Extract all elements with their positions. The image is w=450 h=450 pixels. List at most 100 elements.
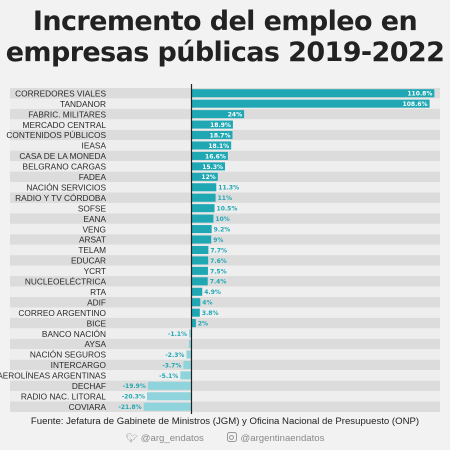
row-stripe (10, 171, 440, 183)
data-label: 11% (218, 195, 232, 202)
bar (191, 141, 232, 150)
data-label: 7.7% (210, 247, 227, 254)
data-label: 4% (202, 300, 212, 307)
row-stripe (10, 370, 440, 381)
row-stripe (10, 255, 440, 266)
bar (191, 287, 203, 296)
category-label: BANCO NACIÓN (42, 329, 106, 339)
category-label: ARSAT (79, 235, 106, 245)
category-label: INTERCARGO (51, 360, 107, 370)
twitter-handle-text: @arg_endatos (140, 433, 204, 444)
category-label: NUCLEOELÉCTRICA (25, 277, 107, 287)
data-label: -1.1% (168, 331, 187, 338)
bar (191, 214, 214, 223)
category-label: DECHAF (72, 381, 106, 391)
row-stripe (10, 234, 440, 245)
category-label: SOFSE (78, 203, 107, 213)
data-label: 4.9% (204, 289, 221, 296)
category-label: YCRT (84, 266, 106, 276)
data-label: -19.9% (123, 383, 146, 390)
bar (147, 392, 192, 401)
bar (143, 402, 192, 411)
data-label: 18.1% (208, 143, 229, 150)
data-label: 16.6% (205, 153, 226, 160)
category-label: MERCADO CENTRAL (23, 120, 107, 130)
bar (191, 89, 435, 98)
category-label: AEROLÍNEAS ARGENTINAS (0, 371, 106, 381)
data-label: 24% (228, 112, 242, 119)
category-label: EDUCAR (71, 256, 106, 266)
data-label: 2% (198, 321, 208, 328)
row-stripe (10, 401, 440, 412)
bar (191, 183, 217, 192)
bar (186, 350, 192, 359)
row-stripe (10, 182, 440, 193)
row-stripe (10, 244, 440, 256)
instagram-handle-text: @argentinaendatos (240, 433, 325, 444)
row-stripe (10, 391, 440, 402)
category-label: CASA DE LA MONEDA (19, 151, 106, 161)
category-label: COVIARA (69, 402, 107, 412)
data-label: 9.2% (214, 226, 231, 233)
data-label: -3.7% (162, 362, 181, 369)
data-label: 9% (213, 237, 223, 244)
data-label: 18.9% (210, 122, 231, 129)
data-label: 11.3% (218, 185, 239, 192)
bar (191, 277, 208, 286)
bar (188, 340, 192, 349)
row-stripe (10, 349, 440, 360)
category-label: RADIO NAC. LITORAL (21, 391, 107, 401)
data-label: 7.4% (210, 279, 227, 286)
bar (191, 245, 209, 254)
category-label: AYSA (84, 339, 106, 349)
bar (191, 235, 212, 244)
instagram-handle[interactable]: @argentinaendatos (226, 432, 325, 444)
data-label: 18.7% (210, 132, 231, 139)
bar (191, 172, 218, 181)
category-label: CORREO ARGENTINO (18, 308, 106, 318)
category-label: FADEA (79, 172, 107, 182)
row-stripe (10, 192, 440, 203)
data-label: 108.6% (403, 101, 428, 108)
data-label: 15.3% (202, 164, 223, 171)
bar (191, 131, 233, 140)
instagram-icon (226, 432, 237, 442)
row-stripe (10, 297, 440, 308)
category-label: CORREDORES VIALES (15, 88, 106, 98)
bar (183, 360, 192, 369)
bar (191, 308, 200, 317)
data-label: 12% (201, 174, 215, 181)
category-label: EANA (83, 214, 106, 224)
data-label: 3.8% (202, 310, 219, 317)
row-stripe (10, 223, 440, 235)
category-label: NACIÓN SEGUROS (30, 350, 107, 360)
category-label: TELAM (78, 245, 106, 255)
row-stripe (10, 265, 440, 277)
bar (191, 319, 196, 328)
row-stripe (10, 328, 440, 339)
category-label: TANDANOR (60, 99, 106, 109)
row-stripe (10, 380, 440, 392)
row-stripe (10, 359, 440, 371)
bar (191, 193, 216, 202)
chart-title-line-1: Incremento del empleo en (32, 6, 418, 37)
bar (189, 329, 192, 338)
data-label: 7.5% (210, 268, 227, 275)
category-label: FABRIC. MILITARES (28, 109, 106, 119)
data-label: -5.1% (159, 373, 178, 380)
data-label: 7.6% (210, 258, 227, 265)
data-label: 110.8% (407, 91, 432, 98)
bar (191, 110, 245, 119)
row-stripe (10, 213, 440, 224)
chart-title: Incremento del empleo en empresas públic… (0, 6, 450, 68)
bar (147, 381, 192, 390)
category-label: BICE (87, 318, 107, 328)
source-note: Fuente: Jefatura de Gabinete de Ministro… (30, 416, 420, 427)
data-label: 10.5% (217, 206, 238, 213)
chart-title-line-2: empresas públicas 2019-2022 (5, 37, 445, 68)
bar (191, 298, 201, 307)
data-label: -20.3% (122, 394, 145, 401)
row-stripe (10, 276, 440, 287)
twitter-handle[interactable]: 🐦︎ @arg_endatos (126, 433, 207, 444)
